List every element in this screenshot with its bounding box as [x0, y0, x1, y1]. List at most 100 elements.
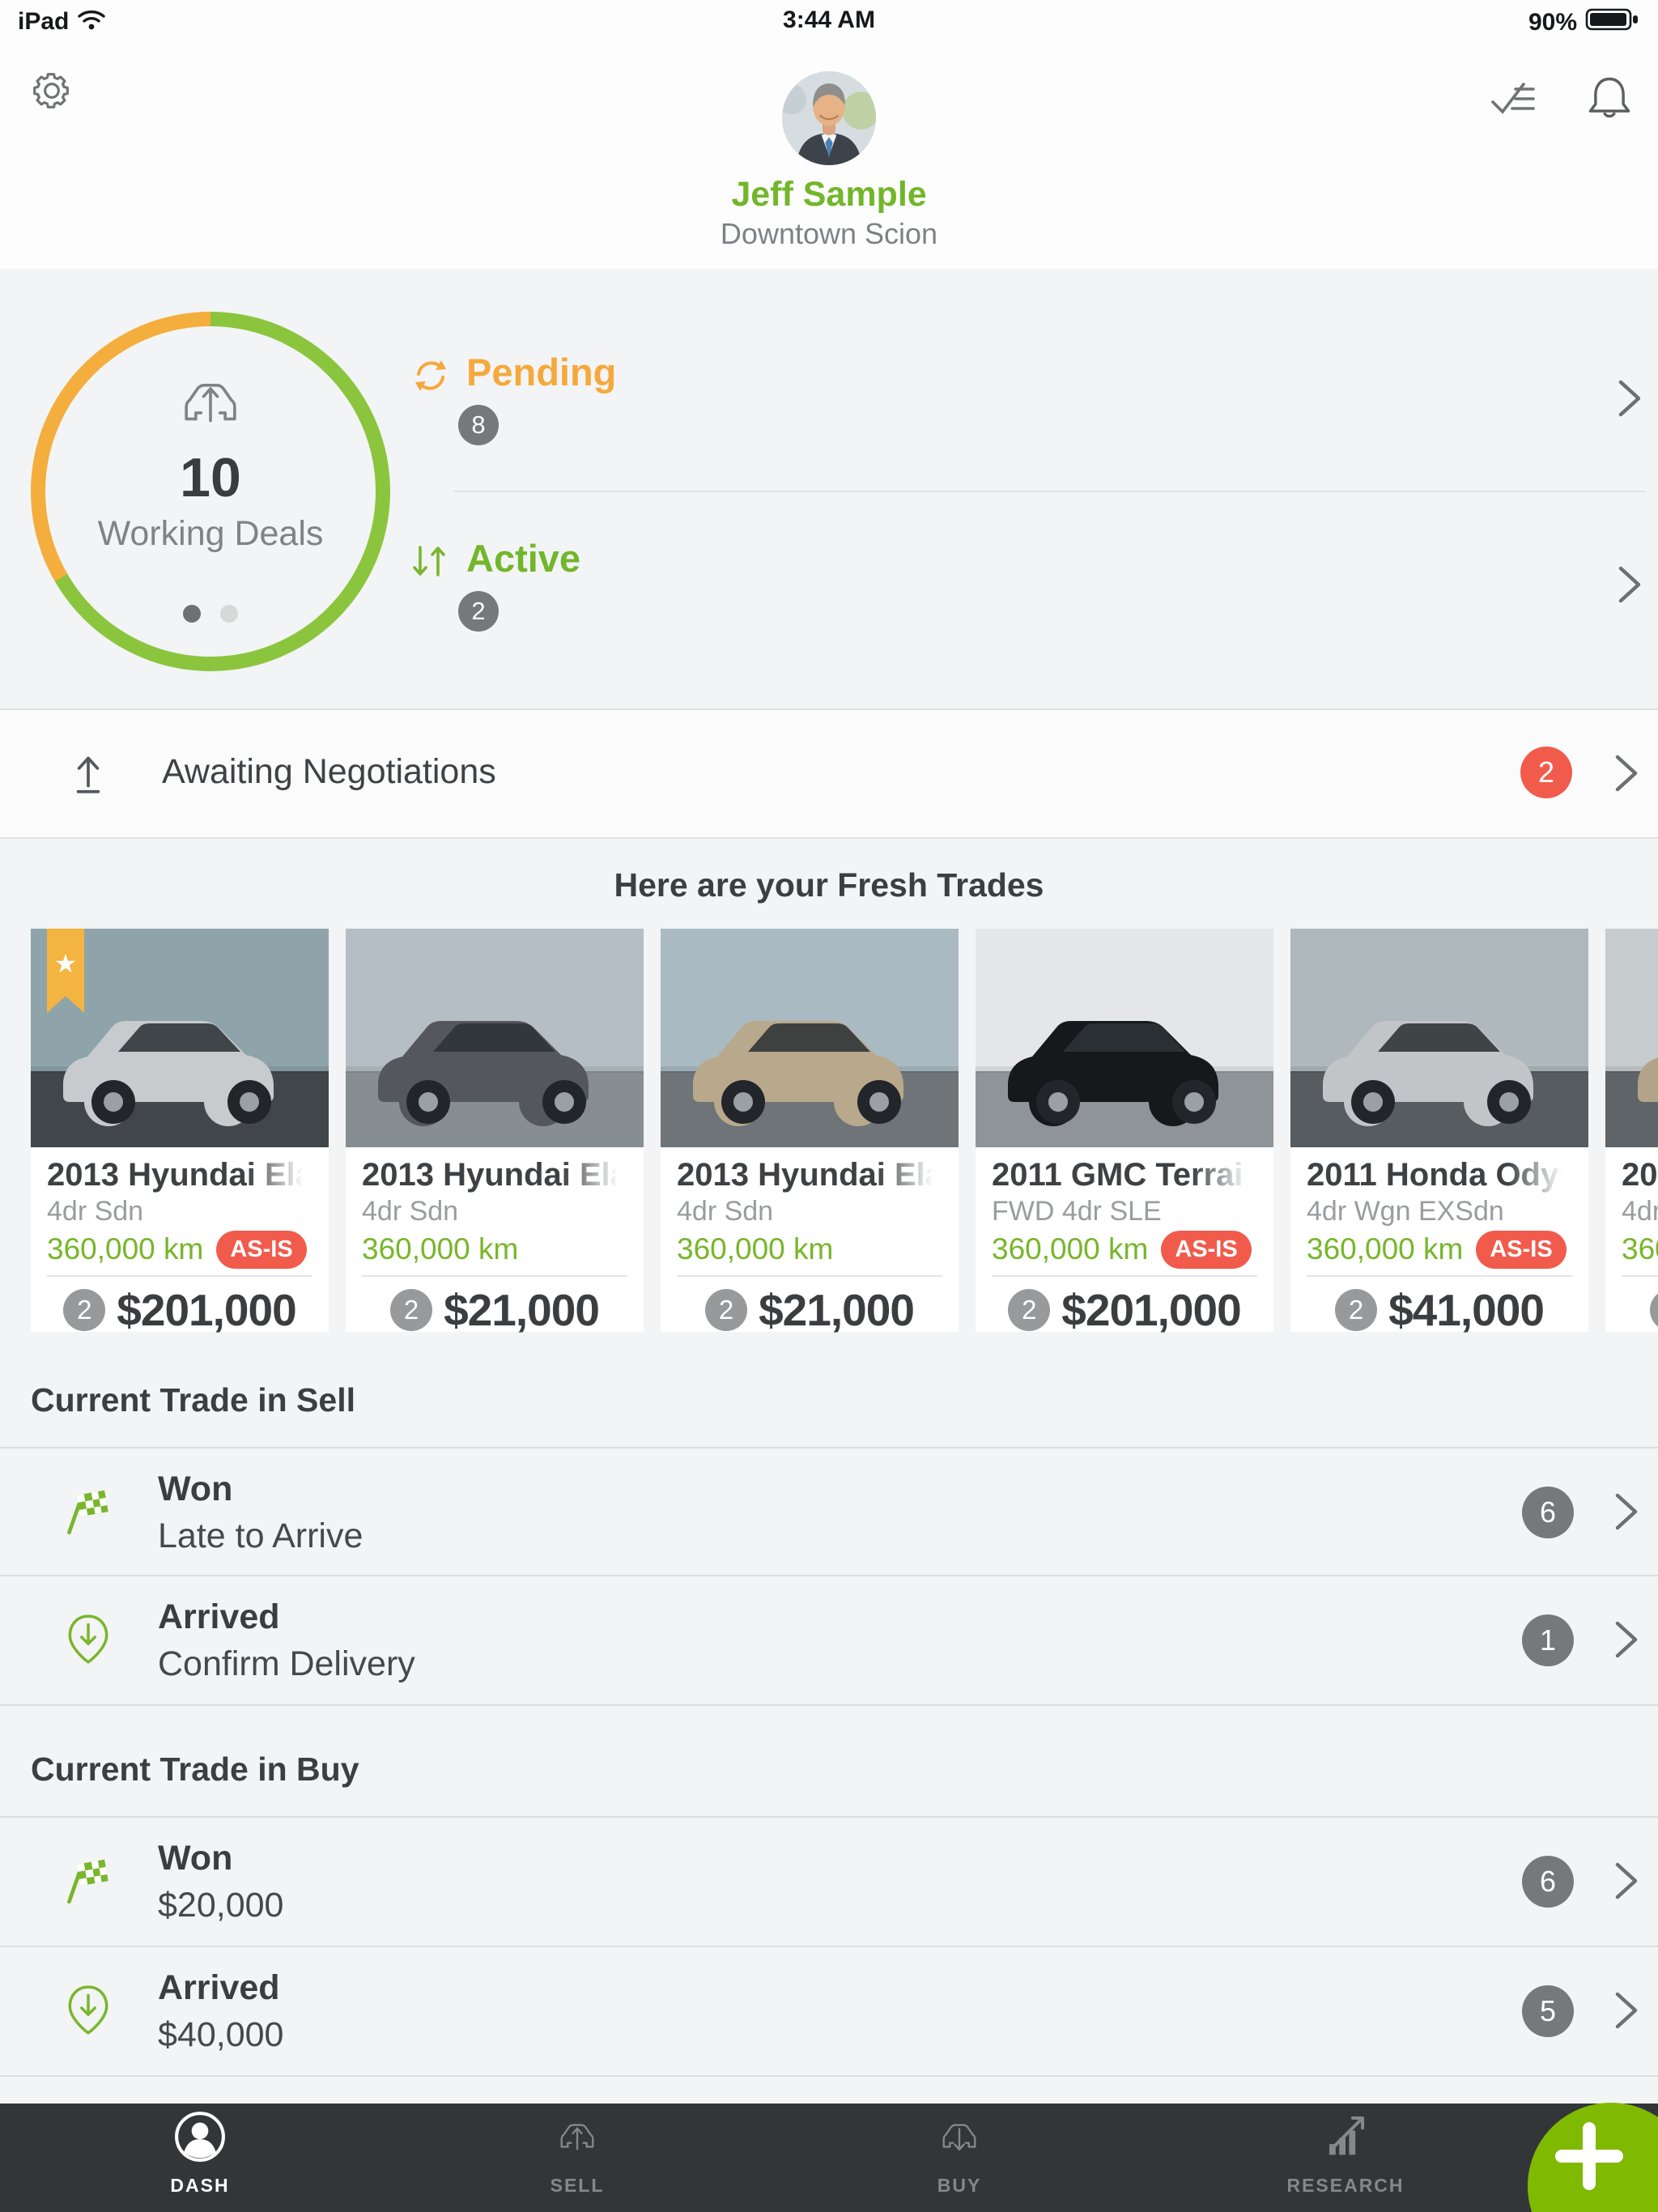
pin-arrival-icon — [65, 1612, 112, 1670]
vehicle-mileage: 360,000 km — [1622, 1232, 1658, 1266]
row-subtitle: Confirm Delivery — [158, 1644, 415, 1683]
chevron-right-icon — [1608, 751, 1647, 796]
research-chart-icon — [1256, 2110, 1435, 2160]
user-name: Jeff Sample — [731, 175, 927, 214]
row-title: Arrived — [158, 1597, 280, 1636]
offer-count-badge: 2 — [1335, 1289, 1378, 1331]
vehicle-photo: ★ — [1290, 929, 1588, 1147]
vehicle-price: $21,000 — [759, 1285, 915, 1334]
sell-won-row[interactable]: Won Late to Arrive 6 — [0, 1447, 1658, 1576]
tab-dash[interactable]: DASH — [111, 2104, 289, 2212]
tab-buy[interactable]: BUY — [870, 2104, 1048, 2212]
buy-won-row[interactable]: Won $20,000 6 — [0, 1816, 1658, 1946]
settings-gear-icon[interactable] — [31, 70, 73, 116]
tab-sell[interactable]: SELL — [488, 2104, 666, 2212]
row-title: Won — [158, 1470, 233, 1508]
vehicle-card[interactable]: ★ 2011 GMC Terrain FWD 4dr SLE FWD 4dr S… — [976, 929, 1273, 1334]
active-queue-label[interactable]: Active — [466, 537, 581, 580]
vehicle-photo: ★ — [1605, 929, 1658, 1147]
vehicle-title: 2013 Hyundai Elantra — [47, 1157, 312, 1194]
divider — [992, 1275, 1257, 1277]
awaiting-negotiations-label: Awaiting Negotiations — [162, 752, 496, 791]
vehicle-title: 2013 Hyundai Elantra — [677, 1157, 942, 1194]
active-count-badge: 2 — [458, 591, 499, 632]
pin-arrival-icon — [65, 1983, 112, 2040]
working-deals-count: 10 — [180, 447, 241, 508]
upload-arrow-icon — [63, 747, 113, 802]
count-badge: 5 — [1522, 1985, 1574, 2037]
count-badge: 6 — [1522, 1487, 1574, 1538]
car-down-icon — [870, 2110, 1048, 2160]
vehicle-trim: 4dr Wgn EXSdn — [1307, 1196, 1504, 1227]
buy-arrived-row[interactable]: Arrived $40,000 5 — [0, 1946, 1658, 2077]
section-heading-buy: Current Trade in Buy — [31, 1750, 359, 1788]
offer-count-badge: 2 — [390, 1289, 433, 1331]
count-badge: 1 — [1522, 1614, 1574, 1666]
battery-percent: 90% — [1528, 9, 1577, 36]
bottom-tab-bar: DASH SELL BUY — [0, 2104, 1658, 2212]
carousel-dots[interactable] — [45, 605, 376, 623]
vehicle-trim: FWD 4dr SLE — [992, 1196, 1162, 1227]
divider — [677, 1275, 942, 1277]
vehicle-mileage: 360,000 km — [992, 1232, 1149, 1266]
as-is-badge: AS-IS — [1161, 1230, 1252, 1269]
offer-count-badge: 2 — [1650, 1289, 1658, 1331]
row-subtitle: $20,000 — [158, 1886, 284, 1925]
vehicle-mileage: 360,000 km — [677, 1232, 834, 1266]
pending-count-badge: 8 — [458, 405, 499, 445]
chevron-right-icon — [1608, 1988, 1647, 2033]
vehicle-title: 2011 Honda Odyssey 4dr Wgn — [1307, 1157, 1572, 1194]
section-heading-sell: Current Trade in Sell — [31, 1381, 355, 1419]
working-deals-label: Working Deals — [97, 514, 324, 553]
vehicle-card[interactable]: ★ 2013 Hyundai Elantra 4dr Sdn 360,000 k… — [661, 929, 959, 1334]
notification-bell-icon[interactable] — [1587, 73, 1632, 125]
star-icon: ★ — [53, 949, 78, 978]
awaiting-negotiations-row[interactable]: Awaiting Negotiations 2 — [0, 708, 1658, 839]
vehicle-mileage: 360,000 km — [1307, 1232, 1464, 1266]
vehicle-mileage: 360,000 km — [47, 1232, 204, 1266]
vehicle-photo: ★ — [346, 929, 644, 1147]
divider — [1307, 1275, 1572, 1277]
row-title: Won — [158, 1839, 233, 1878]
vehicle-card[interactable]: ★ 2013 Hyundai Elantra 4dr Sdn 360,000 k… — [346, 929, 644, 1334]
chevron-right-icon — [1611, 562, 1650, 607]
vehicle-card[interactable]: ★ 2013 Hyundai Elantra 4dr Sdn 360,000 k… — [31, 929, 329, 1334]
vehicle-trim: 4dr Sdn — [362, 1196, 459, 1227]
checkered-flag-icon — [58, 1853, 112, 1911]
as-is-badge: AS-IS — [1476, 1230, 1567, 1269]
fresh-trades-heading: Here are your Fresh Trades — [614, 866, 1044, 904]
divider — [47, 1275, 312, 1277]
pending-queue-label[interactable]: Pending — [466, 351, 617, 393]
sort-arrows-icon — [407, 539, 451, 587]
vehicle-trim: 4dr Sdn — [1622, 1196, 1658, 1227]
checkered-flag-icon — [58, 1484, 112, 1542]
row-subtitle: $40,000 — [158, 2015, 284, 2054]
person-circle-icon — [111, 2110, 289, 2163]
working-deals-gauge[interactable]: 10 Working Deals — [31, 312, 390, 671]
clock: 3:44 AM — [783, 6, 875, 33]
offer-count-badge: 2 — [1008, 1289, 1051, 1331]
row-subtitle: Late to Arrive — [158, 1516, 363, 1555]
fresh-trades-carousel[interactable]: ★ 2013 Hyundai Elantra 4dr Sdn 360,000 k… — [31, 929, 1658, 1334]
chevron-right-icon — [1608, 1858, 1647, 1904]
vehicle-card[interactable]: ★ 2013 Hyundai Elantra 4dr Sdn 360,000 k… — [1605, 929, 1658, 1332]
wifi-icon — [77, 6, 106, 37]
as-is-badge: AS-IS — [216, 1230, 307, 1269]
offer-count-badge: 2 — [705, 1289, 748, 1331]
tab-research[interactable]: RESEARCH — [1256, 2104, 1435, 2212]
divider — [453, 491, 1645, 492]
divider — [1622, 1275, 1658, 1277]
vehicle-card[interactable]: ★ 2011 Honda Odyssey 4dr Wgn 4dr Wgn EXS… — [1290, 929, 1588, 1334]
status-bar: iPad 3:44 AM 90% — [0, 5, 1658, 39]
avatar[interactable] — [782, 71, 876, 165]
checklist-icon[interactable] — [1488, 74, 1535, 125]
row-title: Arrived — [158, 1968, 280, 2007]
count-badge: 6 — [1522, 1856, 1574, 1908]
vehicle-trim: 4dr Sdn — [677, 1196, 774, 1227]
sell-arrived-row[interactable]: Arrived Confirm Delivery 1 — [0, 1575, 1658, 1706]
vehicle-photo: ★ — [31, 929, 329, 1147]
dealership-name: Downtown Scion — [720, 217, 938, 250]
chevron-right-icon — [1611, 376, 1650, 421]
divider — [362, 1275, 627, 1277]
